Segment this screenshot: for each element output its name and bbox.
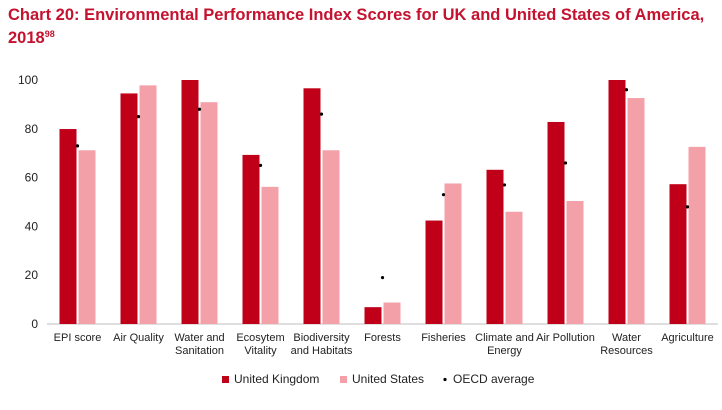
bar-uk: [242, 154, 260, 324]
x-tick-label: Water and Sanitation: [174, 332, 224, 357]
x-tick-label: Air Quality: [113, 332, 164, 344]
x-tick-label: Water Resources: [600, 332, 653, 357]
bar-uk: [59, 129, 77, 324]
x-tick-label-line: Water: [612, 332, 641, 344]
y-tick-label: 80: [25, 122, 39, 136]
bar-us: [505, 211, 523, 324]
oecd-average-marker: [380, 276, 385, 280]
x-tick-label: Climate and Energy: [475, 332, 534, 357]
x-tick-label-line: Air Quality: [113, 332, 164, 344]
bar-us: [261, 186, 279, 324]
oecd-average-marker: [258, 163, 263, 167]
x-tick-label: Agriculture: [661, 332, 714, 344]
oecd-average-marker: [563, 161, 568, 165]
x-tick-label-line: Sanitation: [175, 345, 224, 357]
y-tick-label: 60: [25, 171, 39, 185]
bar-us: [383, 302, 401, 324]
oecd-average-marker: [685, 205, 690, 209]
x-tick-label: EPI score: [54, 332, 102, 344]
bar-uk: [486, 169, 504, 324]
bar-uk: [120, 93, 138, 324]
oecd-average-marker: [624, 88, 629, 92]
chart-title-footnote: 98: [44, 29, 55, 39]
bar-us: [444, 183, 462, 324]
x-tick-label-line: Resources: [600, 345, 653, 357]
bar-us: [200, 102, 218, 324]
bar-us: [139, 85, 157, 324]
legend-swatch: [340, 376, 347, 383]
bar-uk: [669, 184, 687, 324]
bar-us: [322, 150, 340, 324]
x-tick-label-line: and Habitats: [291, 345, 353, 357]
bar-uk: [303, 88, 321, 325]
bar-us: [78, 150, 96, 324]
bar-uk: [608, 80, 626, 324]
x-tick-label: Ecosytem Vitality: [236, 332, 284, 357]
bar-us: [688, 146, 706, 324]
x-tick-label-line: Agriculture: [661, 332, 714, 344]
oecd-average-marker: [502, 183, 507, 187]
bar-us: [627, 98, 645, 324]
oecd-average-marker: [319, 112, 324, 116]
bar-uk: [425, 220, 443, 324]
x-tick-label-line: Energy: [487, 345, 522, 357]
y-tick-label: 40: [25, 219, 39, 233]
legend-label: OECD average: [453, 372, 535, 386]
x-tick-label: Air Pollution: [536, 332, 595, 344]
bar-uk: [181, 80, 199, 324]
bar-us: [566, 201, 584, 324]
x-tick-label-line: EPI score: [54, 332, 102, 344]
legend-label: United States: [352, 372, 424, 386]
x-tick-label-line: Forests: [364, 332, 401, 344]
x-tick-label-line: Biodiversity: [293, 332, 350, 344]
chart-title-text: Chart 20: Environmental Performance Inde…: [8, 6, 705, 47]
x-tick-label-line: Vitality: [244, 345, 277, 357]
x-tick-label-line: Ecosytem: [236, 332, 284, 344]
oecd-average-marker: [197, 107, 202, 111]
x-tick-label-line: Fisheries: [421, 332, 466, 344]
legend-label: United Kingdom: [234, 372, 319, 386]
bar-uk: [364, 307, 382, 324]
y-tick-label: 0: [31, 317, 38, 331]
x-tick-label: Fisheries: [421, 332, 466, 344]
x-tick-label-line: Climate and: [475, 332, 534, 344]
bar-uk: [547, 121, 565, 324]
oecd-average-marker: [441, 193, 446, 197]
x-tick-label-line: Air Pollution: [536, 332, 595, 344]
legend-swatch: [222, 376, 229, 383]
x-tick-label: Biodiversity and Habitats: [291, 332, 353, 357]
chart-title: Chart 20: Environmental Performance Inde…: [8, 6, 708, 48]
oecd-average-marker: [75, 144, 80, 148]
x-tick-label-line: Water and: [174, 332, 224, 344]
y-tick-label: 100: [18, 73, 38, 87]
x-tick-label: Forests: [364, 332, 401, 344]
legend-marker: [443, 377, 447, 382]
y-tick-label: 20: [25, 268, 39, 282]
oecd-average-marker: [136, 115, 141, 119]
